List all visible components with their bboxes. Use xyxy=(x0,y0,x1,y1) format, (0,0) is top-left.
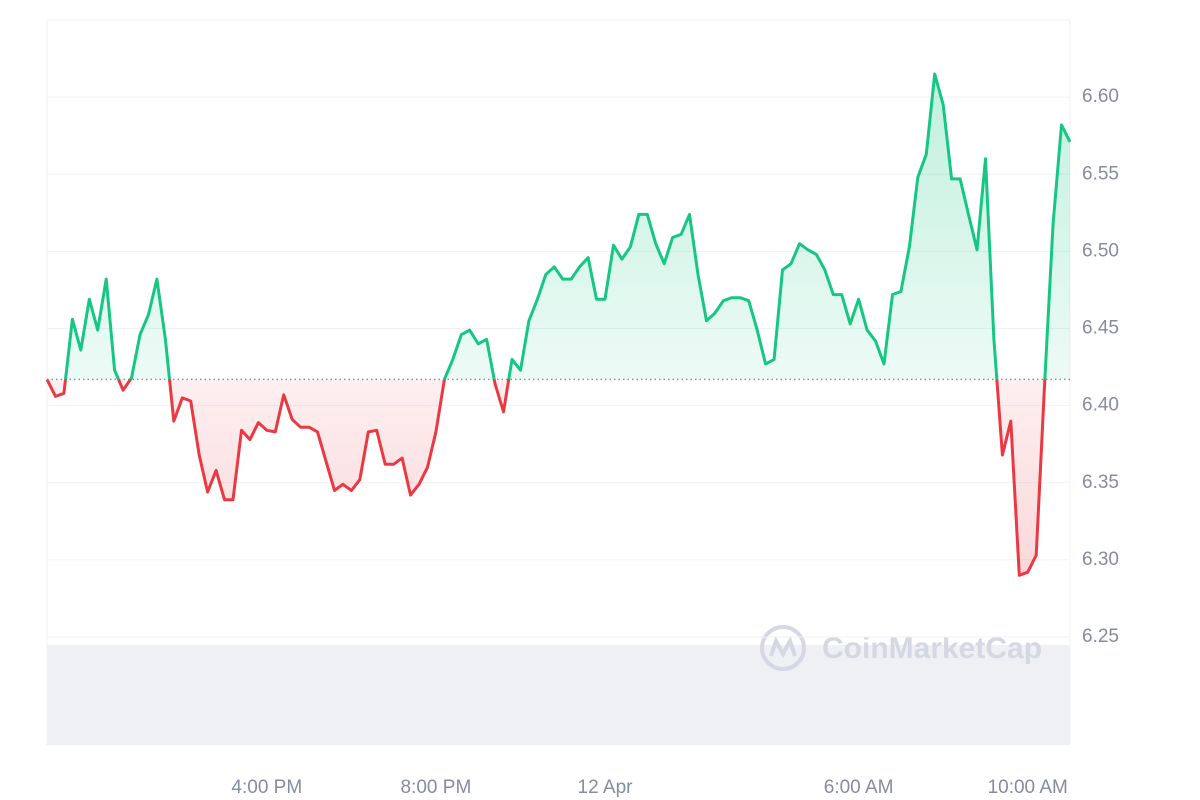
volume-band xyxy=(47,645,1070,745)
y-tick-label: 6.35 xyxy=(1082,472,1119,493)
watermark-logo xyxy=(769,635,797,659)
price-line xyxy=(45,72,1072,577)
x-tick-label: 10:00 AM xyxy=(988,777,1068,798)
y-tick-label: 6.50 xyxy=(1082,240,1119,261)
x-tick-label: 4:00 PM xyxy=(231,777,302,798)
y-tick-label: 6.45 xyxy=(1082,318,1119,339)
x-tick-label: 12 Apr xyxy=(578,777,634,798)
price-area xyxy=(47,74,1070,576)
y-tick-label: 6.25 xyxy=(1082,626,1119,647)
x-tick-label: 6:00 AM xyxy=(824,777,894,798)
y-tick-label: 6.55 xyxy=(1082,163,1119,184)
y-tick-label: 6.30 xyxy=(1082,549,1119,570)
y-tick-label: 6.40 xyxy=(1082,395,1119,416)
x-tick-label: 8:00 PM xyxy=(401,777,472,798)
y-tick-label: 6.60 xyxy=(1082,86,1119,107)
watermark-logo xyxy=(760,625,806,671)
